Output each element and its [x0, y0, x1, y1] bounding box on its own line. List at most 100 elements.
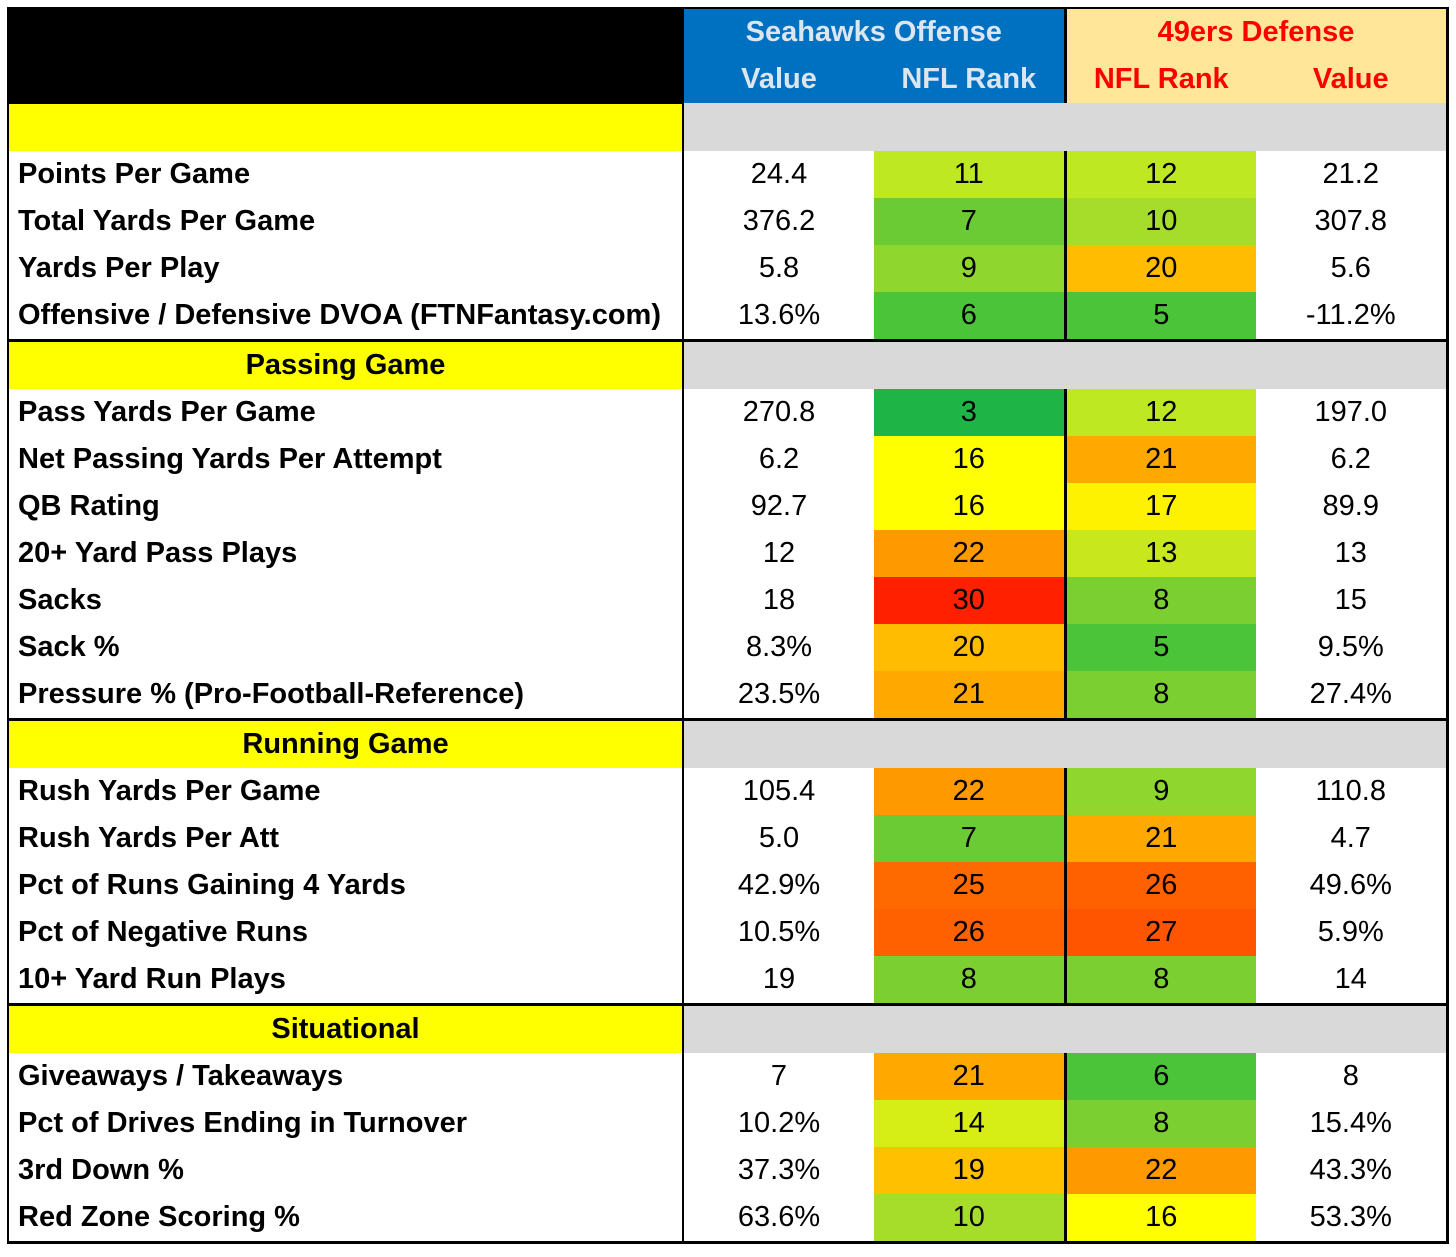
offense-value: 105.4 [682, 768, 874, 815]
offense-rank-header: NFL Rank [874, 56, 1066, 103]
defense-rank: 21 [1063, 815, 1257, 862]
offense-rank: 26 [874, 909, 1066, 956]
stat-label: Total Yards Per Game [7, 198, 683, 245]
offense-rank: 16 [874, 436, 1066, 483]
offense-value: 5.8 [682, 245, 874, 292]
defense-rank: 5 [1063, 292, 1257, 341]
defense-title: 49ers Defense [1063, 7, 1449, 56]
offense-value-header: Value [682, 56, 874, 103]
section-title: Passing Game [7, 339, 683, 389]
offense-rank: 30 [874, 577, 1066, 624]
offense-rank: 21 [874, 1053, 1066, 1100]
table-row: Offensive / Defensive DVOA (FTNFantasy.c… [7, 292, 1449, 341]
section-title: Situational [7, 1003, 683, 1053]
table-row: 10+ Yard Run Plays 19 8 8 14 [7, 956, 1449, 1005]
offense-value: 42.9% [682, 862, 874, 909]
section-header-row: Situational [7, 1003, 1449, 1053]
stat-label: Sacks [7, 577, 683, 624]
defense-rank: 27 [1063, 909, 1257, 956]
table-row: Net Passing Yards Per Attempt 6.2 16 21 6.2 [7, 436, 1449, 483]
offense-value: 10.5% [682, 909, 874, 956]
section-header-row: Passing Game [7, 339, 1449, 389]
defense-rank: 6 [1063, 1053, 1257, 1100]
offense-value: 376.2 [682, 198, 874, 245]
section-title: Running Game [7, 718, 683, 768]
table-row: 20+ Yard Pass Plays 12 22 13 13 [7, 530, 1449, 577]
defense-rank: 8 [1063, 671, 1257, 720]
defense-rank: 20 [1063, 245, 1257, 292]
offense-value: 19 [682, 956, 874, 1005]
section-header-row [7, 103, 1449, 151]
offense-rank: 20 [874, 624, 1066, 671]
table-row: Pct of Drives Ending in Turnover 10.2% 14 8… [7, 1100, 1449, 1147]
offense-value: 13.6% [682, 292, 874, 341]
defense-value: 4.7 [1256, 815, 1449, 862]
stat-label: Rush Yards Per Game [7, 768, 683, 815]
offense-value: 24.4 [682, 151, 874, 198]
defense-rank: 17 [1063, 483, 1257, 530]
offense-rank: 14 [874, 1100, 1066, 1147]
offense-rank: 16 [874, 483, 1066, 530]
offense-rank: 9 [874, 245, 1066, 292]
offense-value: 10.2% [682, 1100, 874, 1147]
offense-value: 18 [682, 577, 874, 624]
table-row: Pct of Runs Gaining 4 Yards 42.9% 25 26 49.6… [7, 862, 1449, 909]
offense-value: 8.3% [682, 624, 874, 671]
offense-value: 12 [682, 530, 874, 577]
offense-rank: 11 [874, 151, 1066, 198]
table-row: Yards Per Play 5.8 9 20 5.6 [7, 245, 1449, 292]
section-title [7, 103, 683, 151]
stat-label: 10+ Yard Run Plays [7, 956, 683, 1005]
defense-rank-header: NFL Rank [1063, 56, 1257, 103]
table-row: Giveaways / Takeaways 7 21 6 8 [7, 1053, 1449, 1100]
defense-value: 89.9 [1256, 483, 1449, 530]
defense-value: 21.2 [1256, 151, 1449, 198]
offense-rank: 7 [874, 815, 1066, 862]
table-row: Points Per Game 24.4 11 12 21.2 [7, 151, 1449, 198]
table-row: Rush Yards Per Game 105.4 22 9 110.8 [7, 768, 1449, 815]
defense-value: -11.2% [1256, 292, 1449, 341]
defense-value: 15.4% [1256, 1100, 1449, 1147]
offense-value: 270.8 [682, 389, 874, 436]
stat-label: Giveaways / Takeaways [7, 1053, 683, 1100]
defense-value: 8 [1256, 1053, 1449, 1100]
defense-rank: 21 [1063, 436, 1257, 483]
defense-value: 43.3% [1256, 1147, 1449, 1194]
stats-table: Seahawks Offense 49ers Defense Value NFL… [7, 7, 1449, 1244]
offense-value: 92.7 [682, 483, 874, 530]
defense-value: 197.0 [1256, 389, 1449, 436]
offense-rank: 8 [874, 956, 1066, 1005]
defense-value: 27.4% [1256, 671, 1449, 720]
defense-value: 6.2 [1256, 436, 1449, 483]
table-row: 3rd Down % 37.3% 19 22 43.3% [7, 1147, 1449, 1194]
stat-label: Pressure % (Pro-Football-Reference) [7, 671, 683, 720]
offense-rank: 6 [874, 292, 1066, 341]
table-row: Total Yards Per Game 376.2 7 10 307.8 [7, 198, 1449, 245]
offense-rank: 22 [874, 768, 1066, 815]
defense-rank: 8 [1063, 577, 1257, 624]
defense-rank: 5 [1063, 624, 1257, 671]
stat-label: Yards Per Play [7, 245, 683, 292]
offense-value: 6.2 [682, 436, 874, 483]
defense-value: 14 [1256, 956, 1449, 1005]
offense-rank: 21 [874, 671, 1066, 720]
table-row: Pressure % (Pro-Football-Reference) 23.5%… [7, 671, 1449, 720]
stat-label: Red Zone Scoring % [7, 1194, 683, 1244]
offense-rank: 19 [874, 1147, 1066, 1194]
table-row: Pct of Negative Runs 10.5% 26 27 5.9% [7, 909, 1449, 956]
stat-label: QB Rating [7, 483, 683, 530]
stat-label: Offensive / Defensive DVOA (FTNFantasy.c… [7, 292, 683, 341]
table-row: Red Zone Scoring % 63.6% 10 16 53.3% [7, 1194, 1449, 1244]
section-gray-band [681, 1003, 1449, 1053]
defense-rank: 12 [1063, 151, 1257, 198]
table-row: Pass Yards Per Game 270.8 3 12 197.0 [7, 389, 1449, 436]
defense-value: 9.5% [1256, 624, 1449, 671]
table-row: Sacks 18 30 8 15 [7, 577, 1449, 624]
defense-value: 13 [1256, 530, 1449, 577]
defense-value: 53.3% [1256, 1194, 1449, 1244]
defense-value: 15 [1256, 577, 1449, 624]
offense-value: 37.3% [682, 1147, 874, 1194]
stat-label: Pct of Negative Runs [7, 909, 683, 956]
stat-label: Pass Yards Per Game [7, 389, 683, 436]
section-gray-band [681, 103, 1449, 151]
